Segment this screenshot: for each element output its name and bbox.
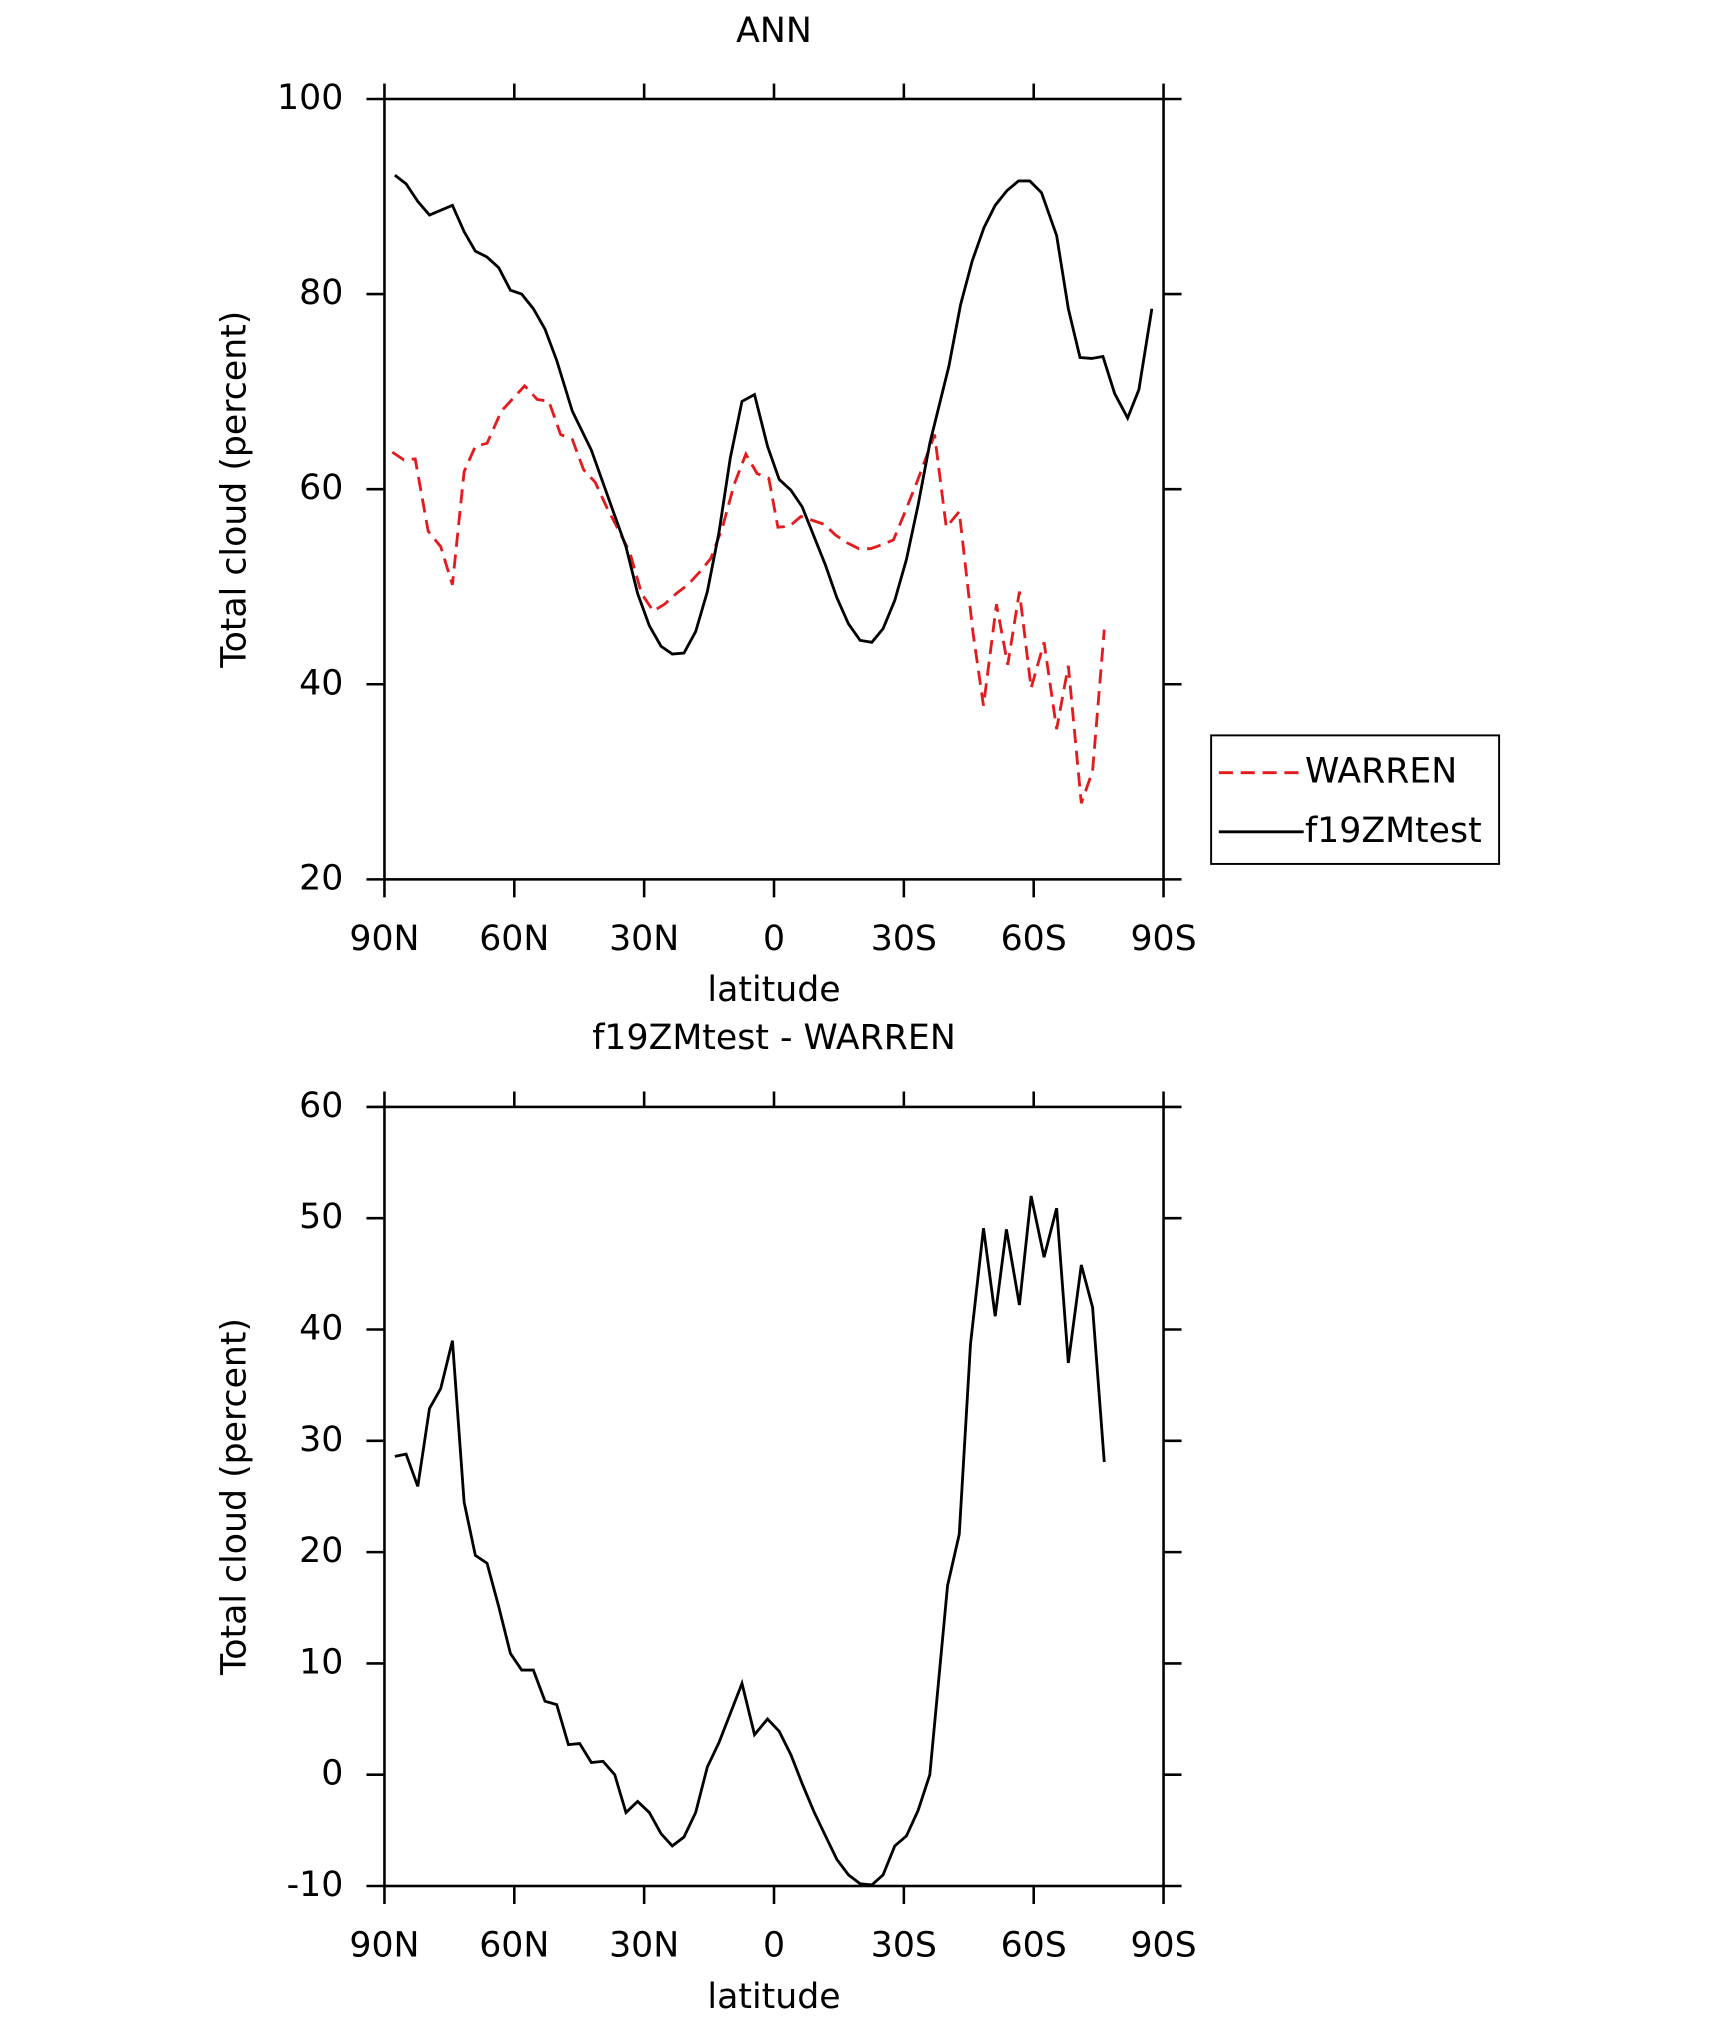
x-tick-label: 60N [479,1925,549,1965]
x-tick-label: 60S [1001,919,1067,959]
y-tick-label: 0 [321,1754,343,1794]
chart-title: f19ZMtest - WARREN [592,1018,956,1058]
plot-frame [383,97,1165,881]
y-tick-label: 40 [299,1309,343,1349]
y-axis-label: Total cloud (percent) [214,1318,254,1676]
x-tick-label: 90S [1130,1925,1196,1965]
x-tick-label: 60S [1001,1925,1067,1965]
y-axis-label: Total cloud (percent) [214,311,254,669]
y-tick-label: 100 [277,78,343,118]
legend-label: f19ZMtest [1305,811,1482,851]
x-tick-label: 0 [763,919,785,959]
y-tick-label: 50 [299,1197,343,1237]
y-tick-label: -10 [287,1865,344,1905]
x-tick-label: 90S [1130,919,1196,959]
y-tick-label: 60 [299,468,343,508]
x-tick-label: 30S [871,919,937,959]
x-tick-label: 60N [479,919,549,959]
data-line [394,1195,1106,1887]
legend-label: WARREN [1305,752,1457,792]
x-axis-label: latitude [707,970,840,1010]
x-axis-label: latitude [707,1977,840,2017]
x-tick-label: 30N [609,1925,679,1965]
data-line [391,383,1106,804]
y-tick-label: 10 [299,1642,343,1682]
y-tick-label: 30 [299,1420,343,1460]
legend-box [1210,734,1501,865]
y-tick-label: 80 [299,273,343,313]
x-tick-label: 0 [763,1925,785,1965]
x-tick-label: 90N [349,919,419,959]
y-tick-label: 20 [299,1531,343,1571]
data-line [393,173,1154,656]
y-tick-label: 60 [299,1086,343,1126]
x-tick-label: 30N [609,919,679,959]
x-tick-label: 90N [349,1925,419,1965]
x-tick-label: 30S [871,1925,937,1965]
plot-frame [383,1105,1165,1888]
y-tick-label: 20 [299,858,343,898]
y-tick-label: 40 [299,663,343,703]
chart-title: ANN [736,11,812,51]
